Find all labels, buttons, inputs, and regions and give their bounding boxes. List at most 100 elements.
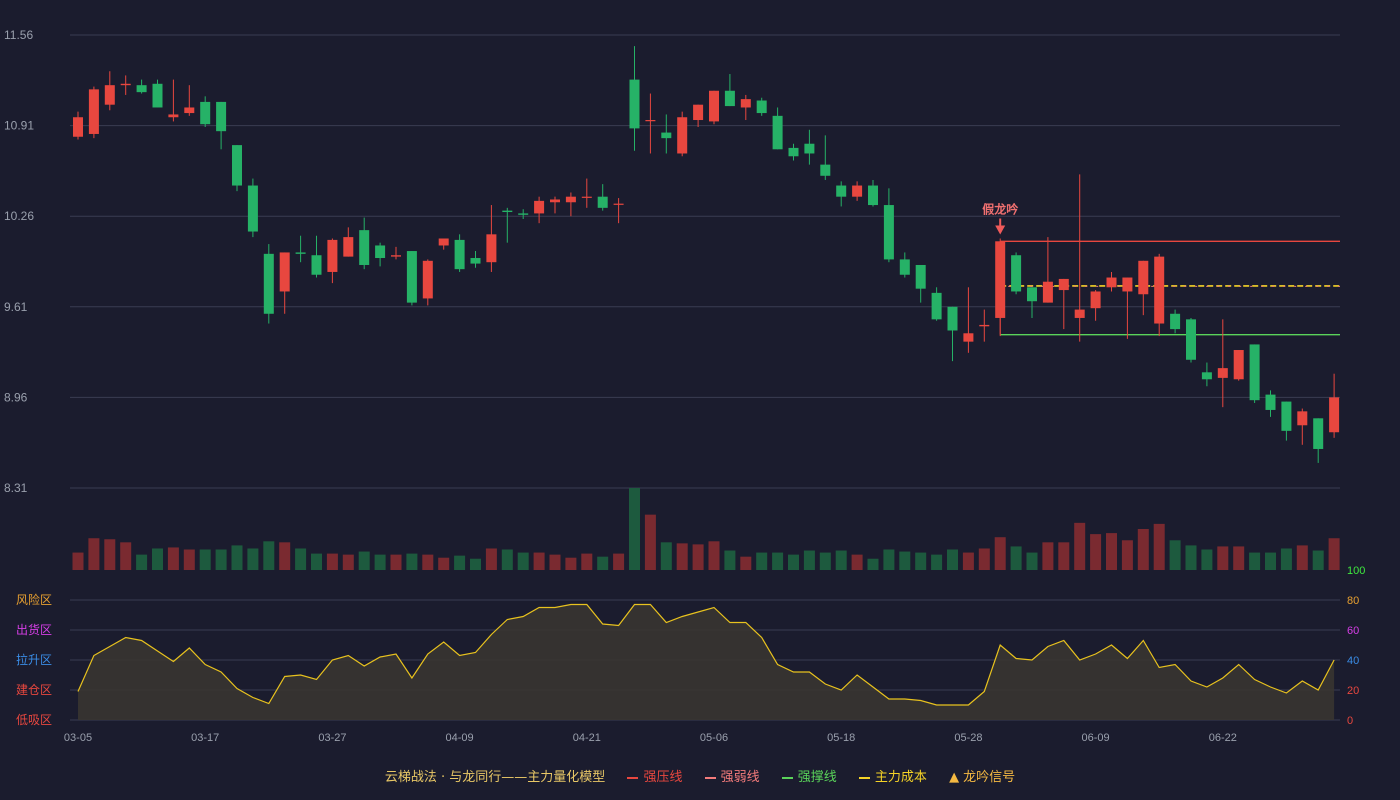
volume-bar [1201,549,1213,570]
osc-level-label: 20 [1347,685,1359,697]
candle-body [724,90,735,107]
volume-bar [947,549,958,570]
volume-bar [295,548,307,570]
volume-bar [1249,552,1261,570]
candle-body [836,185,847,197]
chart-legend: 云梯战法 · 与龙同行——主力量化模型 强压线 强弱线 强撑线 主力成本 ▲ 龙吟… [0,766,1400,785]
x-tick-label: 03-05 [64,732,92,744]
candle-body [104,85,115,105]
candle-body [438,238,449,246]
volume-bar [676,543,688,570]
volume-bar [549,554,561,570]
volume-bar [88,538,100,570]
volume-bar [1137,529,1149,570]
volume-bar [1090,534,1102,570]
legend-label: 强压线 [643,770,683,785]
volume-bar [533,552,545,570]
candle-body [311,255,322,275]
candle-body [979,324,990,327]
x-tick-label: 06-09 [1082,732,1110,744]
candle-body [915,264,926,289]
candle-body [136,85,147,93]
candle-body [454,239,465,270]
candle-body [804,143,815,154]
candle-body [613,203,624,205]
signal-arrow-icon [995,225,1006,235]
candle-body [1297,411,1308,426]
volume-bar [772,552,784,570]
candle-body [963,333,974,342]
osc-level-label: 80 [1347,595,1359,607]
volume-bar [1185,545,1197,570]
volume-bar [406,553,418,570]
volume-bar [803,550,815,570]
volume-bar [1026,552,1038,570]
candle-body [931,292,942,320]
volume-bar [962,552,974,570]
candle-body [1201,372,1212,380]
volume-bar [931,554,943,570]
volume-bar [756,552,768,570]
volume-bar [1265,552,1276,570]
oscillator-line [77,603,1335,706]
x-tick-label: 05-06 [700,732,728,744]
osc-zone-label: 出货区 [16,622,52,637]
volume-bar [390,554,402,570]
candle-body [581,196,592,198]
candle-body [1090,291,1101,309]
candle-body [470,258,481,264]
candle-body [1281,401,1292,431]
candle-body [232,145,242,186]
candle-body [422,260,433,299]
volume-bar [565,557,577,570]
volume-bar [819,552,831,570]
candle-body [375,245,386,259]
volume-bar [374,554,386,570]
legend-item-strong-support[interactable]: 强撑线 [781,766,837,785]
candle-body [1249,344,1260,401]
legend-label: 龙吟信号 [963,770,1016,785]
volume-bar [883,549,895,570]
legend-item-main-cost[interactable]: 主力成本 [858,766,927,785]
legend-item-strong-weak[interactable]: 强弱线 [704,766,760,785]
volume-bar [485,548,497,570]
volume-bar [835,550,847,570]
x-tick-label: 05-28 [954,732,982,744]
volume-bar [581,553,593,570]
oscillator-area [78,604,1335,720]
legend-item-strong-resistance[interactable]: 强压线 [627,766,682,785]
candle-body [327,239,338,272]
candle-body [120,83,131,86]
volume-bar [342,554,354,570]
volume-bar [1233,546,1245,570]
osc-level-label: 0 [1347,715,1353,727]
volume-bar [708,541,720,570]
price-tick-label: 10.91 [4,119,34,133]
candle-body [1122,277,1133,292]
osc-zone-label: 风险区 [16,592,52,607]
volume-bar [358,551,370,570]
candle-body [756,100,767,114]
volume-bar [994,537,1006,570]
volume-bar [1106,533,1117,570]
stock-chart: 11.56 10.91 10.26 9.61 8.96 8.31 100 80 60 40 20 0 风… [4,28,1366,744]
signal-label: 假龙吟 [982,202,1018,217]
volume-bar [1312,550,1324,570]
candle-body [1265,394,1276,410]
volume-bar [788,554,799,570]
volume-bar [167,547,179,570]
candle-body [73,117,83,137]
volume-bar [740,556,752,570]
osc-level-label: 40 [1347,655,1359,667]
candle-body [772,115,783,150]
volume-bar [692,544,704,570]
legend-title: 云梯战法 · 与龙同行——主力量化模型 [384,770,606,785]
volume-bar [152,548,163,570]
candle-body [263,253,274,314]
candle-body [1042,281,1053,303]
candle-body [216,101,227,132]
legend-item-dragon-signal[interactable]: ▲ 龙吟信号 [949,766,1015,785]
solid-line-icon [781,776,793,779]
x-tick-label: 06-22 [1209,732,1237,744]
dashed-line-icon [858,776,870,779]
